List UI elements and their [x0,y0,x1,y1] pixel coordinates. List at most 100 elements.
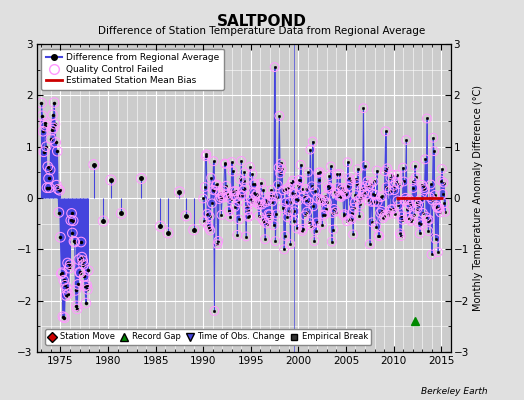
Point [363,178,372,184]
Point [286,198,294,205]
Point [222,182,231,189]
Point [58,270,66,276]
Point [424,228,433,234]
Point [232,188,240,194]
Point [303,208,311,215]
Point [224,208,233,214]
Point [296,176,304,183]
Point [290,208,299,214]
Point [213,181,221,188]
Point [317,198,325,204]
Point [304,169,312,176]
Point [289,177,297,184]
Point [297,162,305,168]
Point [412,199,421,205]
Point [337,194,345,200]
Point [56,187,64,194]
Point [227,196,235,202]
Point [273,194,281,200]
Point [439,180,447,186]
Point [309,203,318,210]
Point [78,254,86,260]
Point [71,239,79,245]
Point [319,212,327,218]
Point [234,199,242,205]
Point [219,194,227,201]
Point [50,99,58,106]
Point [216,194,225,200]
Point [369,191,377,197]
Point [366,241,374,247]
Point [231,204,239,210]
Point [291,190,299,197]
Point [334,184,342,191]
Point [257,180,265,186]
Point [250,190,258,196]
Point [392,179,400,185]
Point [269,193,277,200]
Point [377,194,385,200]
Point [99,218,107,224]
Point [63,260,72,266]
Point [62,292,70,299]
Point [270,64,279,70]
Point [405,200,413,207]
Point [346,216,354,222]
Point [426,194,434,200]
Point [255,202,264,208]
Point [343,218,351,224]
Point [239,178,248,184]
Point [376,210,384,216]
Point [397,233,405,239]
Point [46,167,54,173]
Point [45,184,53,191]
Point [441,209,449,215]
Point [371,192,379,198]
Point [210,308,219,314]
Point [433,204,441,211]
Point [70,238,78,244]
Point [338,185,346,191]
Point [246,164,254,170]
Point [326,185,334,191]
Point [287,180,296,186]
Point [340,211,348,217]
Point [229,188,237,194]
Point [81,283,89,289]
Point [357,194,365,201]
Point [406,202,414,208]
Point [398,217,407,223]
Point [209,187,217,193]
Point [54,186,62,192]
Point [258,201,266,208]
Point [279,187,288,194]
Point [316,196,325,202]
Point [156,223,165,230]
Point [423,115,431,122]
Point [259,186,268,193]
Point [308,183,316,190]
Point [69,218,78,224]
Point [292,225,301,232]
Point [235,176,244,182]
Point [363,191,371,198]
Point [408,216,416,222]
Point [283,214,291,220]
Point [74,256,83,263]
Point [37,100,46,106]
Point [380,168,389,174]
Point [245,213,254,220]
Point [294,197,302,204]
Point [333,171,342,177]
Point [200,218,208,224]
Point [387,206,395,212]
Point [425,217,433,223]
Y-axis label: Monthly Temperature Anomaly Difference (°C): Monthly Temperature Anomaly Difference (… [473,85,483,311]
Point [300,193,308,199]
Point [82,282,91,288]
Point [400,198,409,204]
Point [238,192,246,198]
Point [218,192,226,198]
Point [429,134,438,141]
Point [413,206,421,212]
